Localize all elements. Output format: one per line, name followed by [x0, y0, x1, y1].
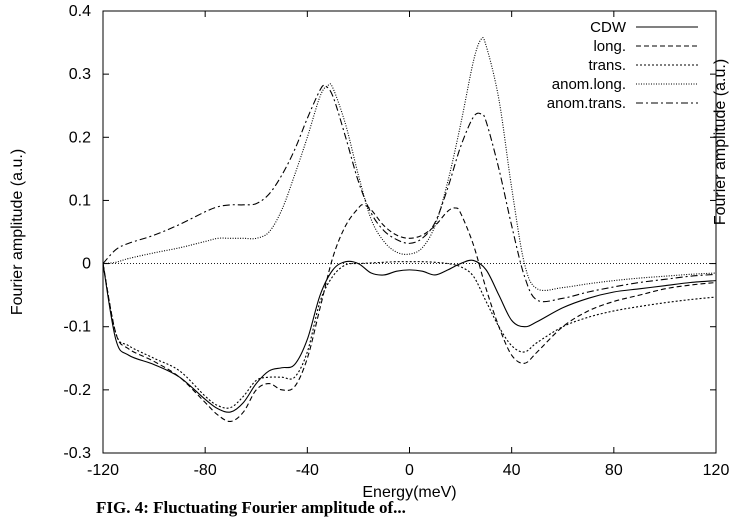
y-tick-label: -0.1 [63, 319, 91, 336]
y-tick-label: -0.2 [63, 382, 91, 399]
y-axis-label-right: Fourier amplitude (a.u.) [712, 59, 729, 225]
x-axis-label: Energy(meV) [362, 484, 456, 501]
legend-label: long. [593, 38, 626, 55]
series-line-cdw [102, 259, 717, 413]
y-tick-label: 0.2 [69, 129, 91, 146]
legend-label: CDW [590, 19, 627, 36]
x-tick-label: 0 [405, 462, 414, 479]
legend-label: trans. [588, 57, 626, 74]
x-tick-label: 80 [605, 462, 623, 479]
legend-label: anom.trans. [547, 95, 626, 112]
figure-caption: FIG. 4: Fluctuating Fourier amplitude of… [96, 498, 406, 517]
series-layer [102, 37, 717, 422]
x-tick-label: 40 [503, 462, 521, 479]
series-line-long [102, 204, 717, 422]
series-line-anom-trans [102, 84, 717, 303]
legend: CDW long. trans. anom.long. anom.trans. [547, 19, 698, 112]
legend-label: anom.long. [552, 76, 626, 93]
x-tick-label: -120 [87, 462, 119, 479]
y-tick-label: 0 [82, 256, 91, 273]
series-line-trans [102, 261, 717, 409]
y-tick-label: 0.4 [69, 3, 91, 20]
y-tick-label: 0.3 [69, 66, 91, 83]
x-tick-label: -40 [296, 462, 319, 479]
x-tick-label: 120 [703, 462, 730, 479]
y-tick-label: 0.1 [69, 192, 91, 209]
series-line-anom-long [102, 37, 717, 291]
y-tick-label: -0.3 [63, 445, 91, 462]
y-axis-label: Fourier amplitude (a.u.) [9, 149, 26, 315]
x-tick-label: -80 [194, 462, 217, 479]
axis-ticks: -120 -80 -40 0 40 80 120 -0.3 -0.2 -0.1 0 0.1 0.2 0.3… [63, 3, 729, 479]
